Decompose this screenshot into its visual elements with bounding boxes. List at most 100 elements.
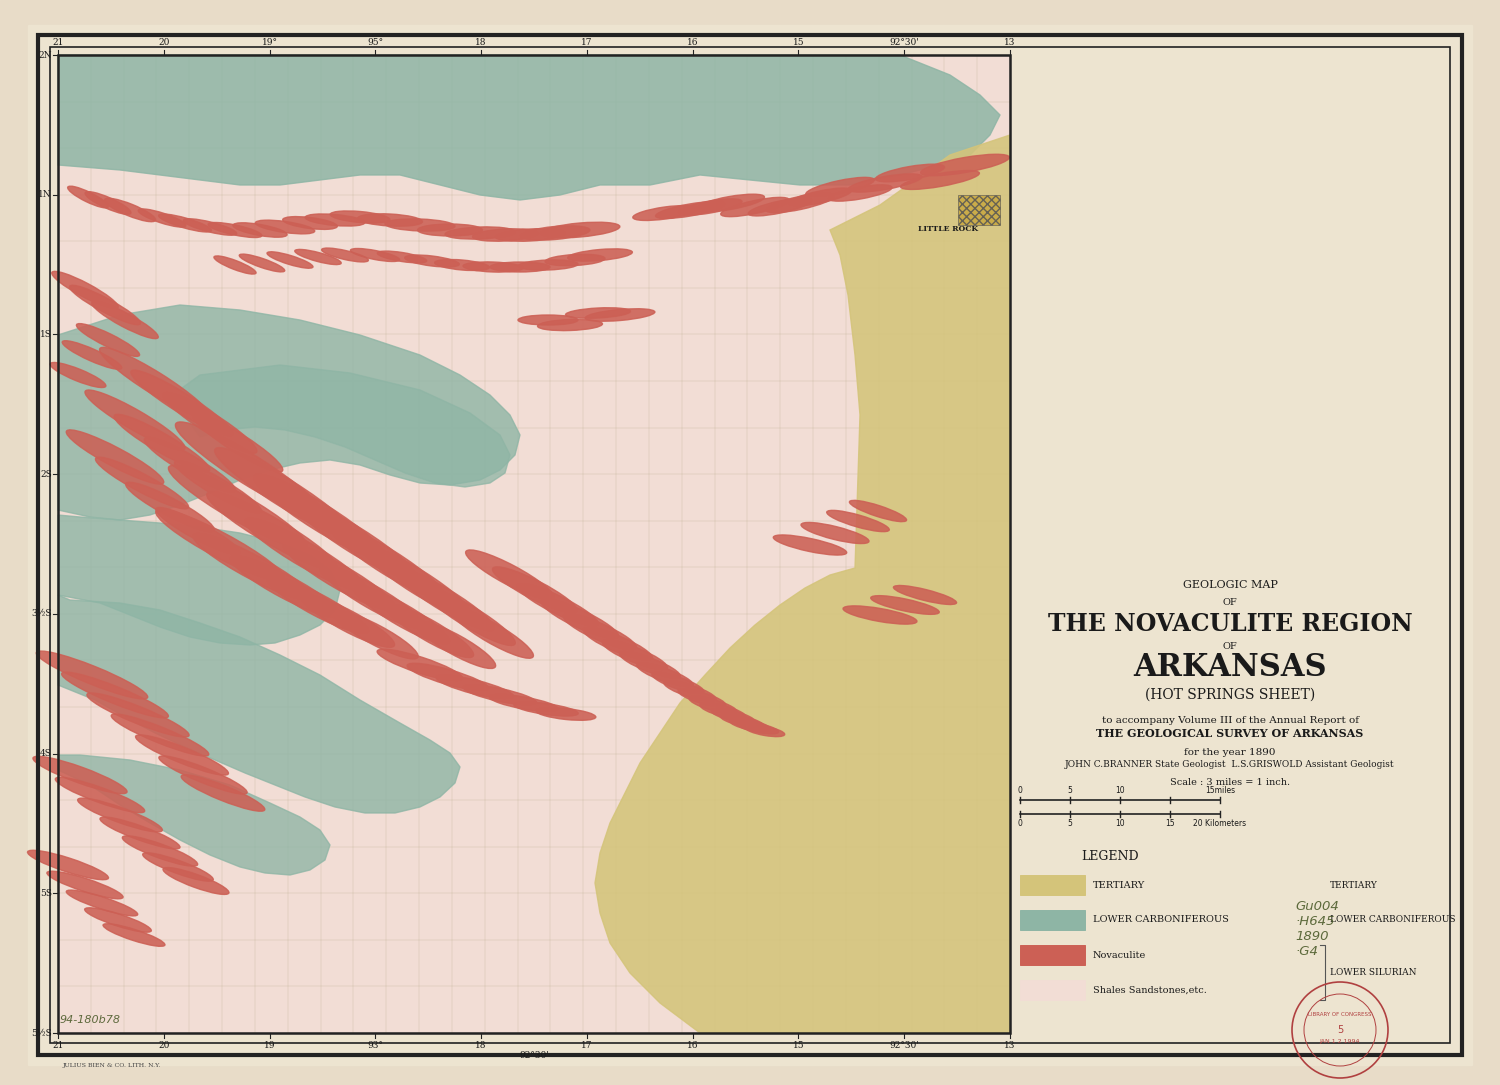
Ellipse shape — [156, 508, 240, 554]
Ellipse shape — [36, 651, 147, 699]
Ellipse shape — [51, 271, 118, 308]
Ellipse shape — [111, 714, 209, 756]
Text: 16: 16 — [687, 38, 699, 47]
Text: LEGEND: LEGEND — [1082, 850, 1138, 863]
Text: 3½S: 3½S — [32, 610, 53, 618]
Ellipse shape — [678, 689, 726, 707]
Ellipse shape — [566, 308, 630, 318]
Ellipse shape — [267, 252, 314, 268]
Ellipse shape — [156, 509, 285, 580]
Ellipse shape — [144, 437, 236, 493]
Ellipse shape — [490, 261, 550, 272]
Ellipse shape — [720, 714, 764, 728]
Text: JOHN C.BRANNER State Geologist  L.S.GRISWOLD Assistant Geologist: JOHN C.BRANNER State Geologist L.S.GRISW… — [1065, 760, 1395, 769]
Ellipse shape — [544, 254, 604, 266]
Ellipse shape — [99, 347, 210, 419]
Ellipse shape — [387, 604, 474, 658]
Ellipse shape — [518, 584, 599, 626]
Ellipse shape — [876, 164, 945, 182]
Ellipse shape — [450, 608, 534, 659]
Ellipse shape — [827, 510, 890, 532]
Ellipse shape — [357, 214, 423, 227]
Ellipse shape — [536, 707, 596, 720]
Polygon shape — [58, 305, 520, 520]
Text: 2S: 2S — [40, 470, 53, 478]
Text: 5S: 5S — [40, 889, 53, 897]
Ellipse shape — [664, 680, 716, 701]
Text: Scale : 3 miles = 1 inch.: Scale : 3 miles = 1 inch. — [1170, 778, 1290, 787]
Ellipse shape — [66, 890, 138, 916]
Ellipse shape — [465, 550, 555, 600]
Ellipse shape — [105, 199, 156, 221]
Ellipse shape — [62, 672, 168, 718]
Ellipse shape — [464, 685, 537, 705]
Ellipse shape — [76, 323, 140, 356]
Ellipse shape — [542, 599, 618, 639]
Text: Gu004
·H645
1890
·G4: Gu004 ·H645 1890 ·G4 — [1294, 899, 1338, 958]
Ellipse shape — [240, 254, 285, 272]
Ellipse shape — [801, 523, 868, 544]
Polygon shape — [58, 755, 330, 875]
Text: LIBRARY OF CONGRESS: LIBRARY OF CONGRESS — [1308, 1012, 1371, 1018]
Ellipse shape — [92, 302, 159, 339]
Bar — [1020, 945, 1084, 965]
Ellipse shape — [720, 197, 789, 217]
Ellipse shape — [894, 586, 957, 604]
Ellipse shape — [636, 663, 693, 687]
Ellipse shape — [209, 222, 262, 238]
Ellipse shape — [164, 393, 256, 454]
Text: 0: 0 — [1017, 819, 1023, 828]
Ellipse shape — [174, 461, 261, 513]
Ellipse shape — [711, 709, 754, 724]
Ellipse shape — [700, 703, 746, 719]
Ellipse shape — [68, 187, 108, 208]
Polygon shape — [58, 55, 1000, 200]
Ellipse shape — [435, 259, 489, 270]
Text: LITTLE ROCK: LITTLE ROCK — [918, 225, 978, 233]
Text: 19: 19 — [264, 1041, 276, 1050]
Text: LOWER CARBONIFEROUS: LOWER CARBONIFEROUS — [1094, 916, 1228, 924]
Text: 21: 21 — [53, 38, 63, 47]
Text: 4S: 4S — [40, 749, 53, 758]
Ellipse shape — [518, 315, 578, 326]
Ellipse shape — [182, 775, 266, 812]
Ellipse shape — [114, 414, 210, 472]
Ellipse shape — [176, 422, 324, 518]
Text: 5: 5 — [1068, 786, 1072, 795]
Ellipse shape — [436, 675, 514, 699]
Ellipse shape — [828, 184, 892, 201]
Ellipse shape — [406, 663, 489, 691]
Text: 92°30': 92°30' — [890, 1041, 920, 1050]
Bar — [1020, 875, 1084, 895]
Ellipse shape — [729, 718, 771, 731]
Ellipse shape — [378, 251, 426, 263]
Ellipse shape — [135, 735, 228, 775]
Ellipse shape — [564, 614, 636, 650]
Text: OF: OF — [1222, 642, 1238, 651]
Ellipse shape — [232, 222, 286, 238]
Text: 10: 10 — [1114, 819, 1125, 828]
Ellipse shape — [100, 817, 180, 848]
Ellipse shape — [633, 205, 698, 220]
Ellipse shape — [104, 923, 165, 946]
Ellipse shape — [96, 457, 189, 509]
Ellipse shape — [405, 255, 459, 267]
Ellipse shape — [86, 390, 184, 450]
Ellipse shape — [86, 192, 130, 215]
Text: JULIUS BIEN & CO. LITH. N.Y.: JULIUS BIEN & CO. LITH. N.Y. — [63, 1063, 162, 1068]
Text: 18: 18 — [476, 38, 488, 47]
Text: 17: 17 — [580, 1041, 592, 1050]
Ellipse shape — [255, 220, 315, 234]
Ellipse shape — [696, 194, 765, 212]
Text: 13: 13 — [1005, 38, 1016, 47]
Ellipse shape — [69, 285, 141, 324]
Text: 5½S: 5½S — [32, 1029, 53, 1037]
Ellipse shape — [267, 576, 369, 634]
Ellipse shape — [774, 535, 846, 556]
Ellipse shape — [164, 868, 230, 894]
Ellipse shape — [386, 219, 454, 231]
Ellipse shape — [142, 853, 213, 881]
Text: 15: 15 — [1166, 819, 1174, 828]
Ellipse shape — [738, 722, 778, 733]
Ellipse shape — [765, 193, 834, 213]
